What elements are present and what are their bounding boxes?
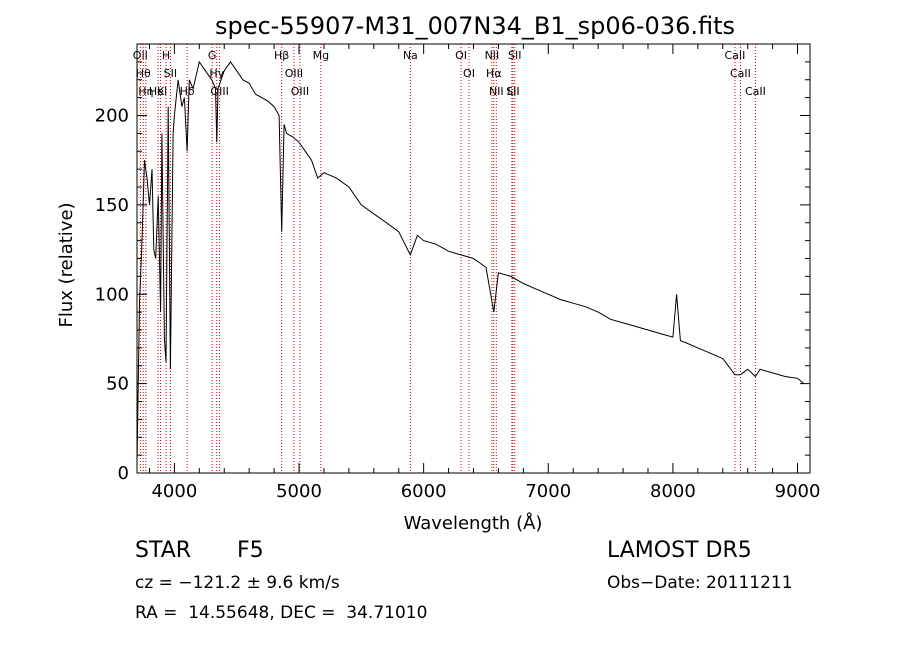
line-marker-label: Li [507, 85, 516, 98]
line-marker-label: Hδ [180, 85, 195, 98]
sky-coordinates: RA = 14.55648, DEC = 34.71010 [135, 603, 428, 623]
line-marker-label: SII [508, 49, 521, 62]
x-tick-label: 6000 [401, 481, 447, 502]
redshift-velocity: cz = −121.2 ± 9.6 km/s [135, 573, 340, 593]
y-tick-label: 50 [106, 374, 129, 395]
line-marker-label: OII [133, 49, 148, 62]
x-tick-label: 8000 [650, 481, 696, 502]
object-class: STAR [135, 538, 192, 563]
line-marker-label: OIII [210, 85, 228, 98]
y-axis-label: Flux (relative) [56, 202, 77, 327]
line-marker-label: OI [455, 49, 467, 62]
line-marker-label: Mg [313, 49, 329, 62]
spectrum-line [136, 60, 805, 465]
line-marker-label: K [157, 85, 165, 98]
line-marker-label: NII [489, 85, 504, 98]
line-marker-label: HeI [149, 85, 167, 98]
line-marker-label: H [162, 49, 170, 62]
y-tick-label: 200 [95, 106, 129, 127]
observation-date: Obs−Date: 20111211 [607, 573, 793, 593]
y-tick-label: 100 [95, 284, 129, 305]
line-marker-label: NII [485, 49, 500, 62]
x-tick-label: 9000 [775, 481, 821, 502]
object-subclass: F5 [237, 538, 264, 563]
line-marker-label: Hβ [274, 49, 289, 62]
line-marker-label: Hη [138, 85, 153, 98]
line-marker-label: OIII [291, 85, 309, 98]
line-marker-label: CaII [730, 67, 751, 80]
line-marker-label: SII [506, 85, 519, 98]
line-marker-label: OIII [285, 67, 303, 80]
line-marker-label: G [208, 49, 217, 62]
line-marker-label: Hγ [209, 67, 224, 80]
x-tick-label: 7000 [525, 481, 571, 502]
line-marker-label: OI [463, 67, 475, 80]
x-axis-label: Wavelength (Å) [404, 512, 543, 534]
survey-name: LAMOST DR5 [607, 538, 752, 563]
x-tick-label: 4000 [151, 481, 197, 502]
axis-ticks: 4000 5000 6000 7000 8000 9000 0 50 100 150 200 [95, 44, 821, 502]
chart-title: spec-55907-M31_007N34_B1_sp06-036.fits [215, 12, 735, 40]
line-marker-label: Hα [486, 67, 502, 80]
y-tick-label: 150 [95, 195, 129, 216]
line-marker-label: CaII [745, 85, 766, 98]
x-tick-label: 5000 [276, 481, 322, 502]
line-marker-label: Hθ [136, 67, 151, 80]
spectrum-series [136, 60, 805, 465]
line-marker-label: CaII [725, 49, 746, 62]
line-marker-label: Na [403, 49, 418, 62]
y-tick-label: 0 [118, 463, 129, 484]
line-marker-label: SII [164, 67, 177, 80]
